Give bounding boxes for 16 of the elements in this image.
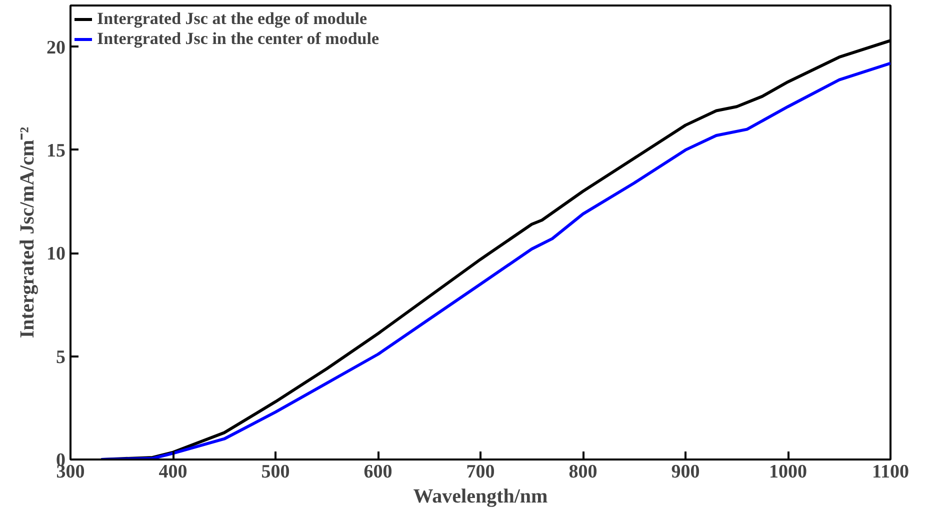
- x-tick-label: 900: [671, 462, 700, 482]
- x-tick-label: 600: [364, 462, 392, 482]
- y-axis-title: Intergrated Jsc/mA/cm⁻²: [16, 126, 38, 338]
- x-tick-label: 800: [568, 462, 598, 482]
- legend-label: Intergrated Jsc in the center of module: [97, 29, 380, 49]
- x-tick-label: 1100: [872, 462, 909, 482]
- y-tick-label: 5: [56, 346, 66, 368]
- y-tick-label: 20: [46, 37, 66, 58]
- y-tick-label: 15: [46, 140, 66, 162]
- x-tick-label: 400: [158, 462, 188, 482]
- legend-label: Intergrated Jsc at the edge of module: [97, 9, 368, 29]
- x-tick-label: 500: [261, 462, 290, 482]
- x-tick-label: 700: [466, 462, 495, 482]
- x-axis-title: Wavelength/nm: [413, 486, 548, 508]
- y-tick-label: 10: [46, 244, 66, 265]
- x-tick-label: 1000: [769, 462, 807, 482]
